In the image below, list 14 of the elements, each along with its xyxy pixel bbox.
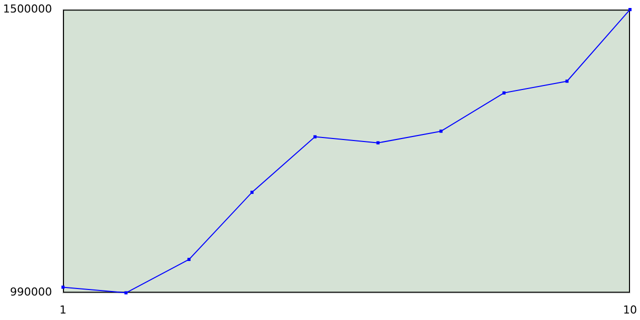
point <box>250 190 254 194</box>
point <box>124 291 128 294</box>
point <box>61 286 65 289</box>
y-tick-label: 990000 <box>10 286 52 299</box>
y-tick-label: 1500000 <box>2 2 52 16</box>
point <box>628 8 632 12</box>
point <box>565 80 569 83</box>
point <box>313 135 317 138</box>
point <box>502 91 506 94</box>
point <box>376 141 380 144</box>
point <box>187 258 191 262</box>
point <box>439 130 443 133</box>
x-tick-label: 10 <box>623 303 637 316</box>
x-tick-label: 1 <box>59 303 66 316</box>
